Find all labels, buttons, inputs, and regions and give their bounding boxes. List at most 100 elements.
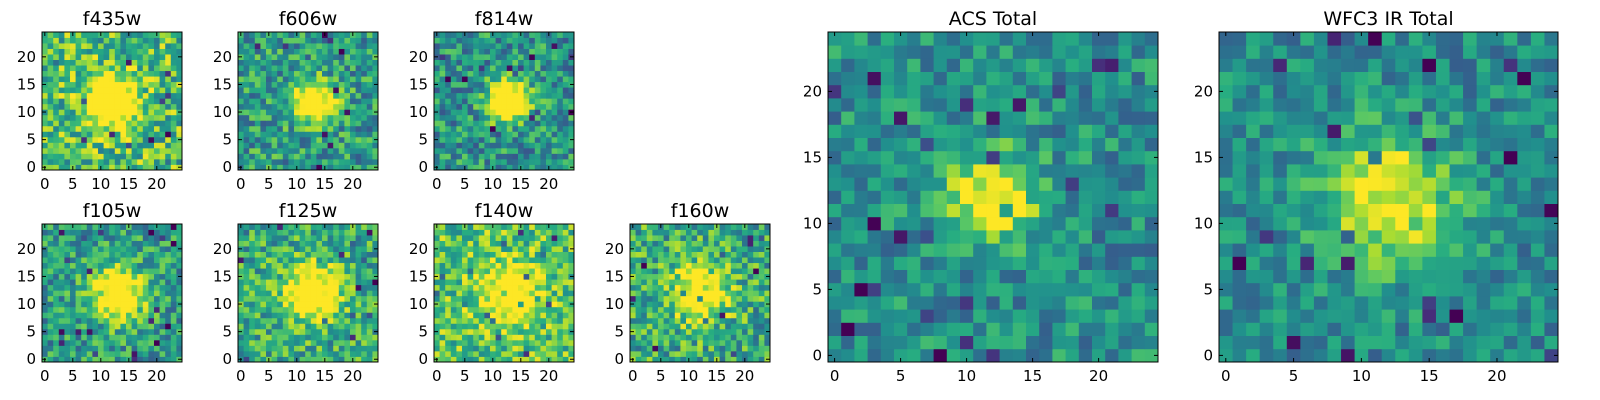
- heatmap-cell: [344, 251, 351, 258]
- heatmap-cell: [316, 301, 323, 308]
- heatmap-cell: [282, 37, 289, 44]
- heatmap-cell: [159, 323, 166, 330]
- heatmap-cell: [361, 246, 368, 252]
- heatmap-cell: [338, 273, 345, 280]
- heatmap-cell: [47, 345, 54, 352]
- heatmap-cell: [103, 334, 110, 341]
- heatmap-cell: [350, 54, 356, 60]
- heatmap-cell: [366, 65, 373, 72]
- heatmap-cell: [529, 125, 536, 132]
- heatmap-cell: [92, 87, 99, 94]
- heatmap-cell: [299, 295, 306, 302]
- heatmap-cell: [282, 273, 289, 280]
- heatmap-cell: [42, 334, 48, 341]
- heatmap-cell: [484, 328, 491, 335]
- heatmap-cell: [254, 229, 261, 236]
- heatmap-cell: [305, 131, 312, 138]
- x-tick-label: 0: [236, 367, 246, 385]
- heatmap-cell: [355, 284, 362, 291]
- heatmap-cell: [540, 109, 547, 116]
- heatmap-cell: [322, 153, 328, 160]
- heatmap-cell: [338, 312, 345, 319]
- heatmap-cell: [506, 279, 513, 286]
- heatmap-cell: [680, 306, 687, 313]
- heatmap-cell: [361, 306, 368, 313]
- heatmap-cell: [310, 59, 317, 66]
- heatmap-cell: [1052, 335, 1066, 350]
- heatmap-cell: [148, 339, 155, 346]
- heatmap-cell: [960, 322, 974, 336]
- heatmap-cell: [973, 282, 987, 297]
- heatmap-cell: [42, 284, 48, 291]
- x-tick-label: 5: [264, 175, 274, 193]
- heatmap-cell: [81, 323, 88, 330]
- heatmap-cell: [467, 120, 474, 127]
- heatmap-cell: [42, 120, 48, 127]
- heatmap-cell: [86, 109, 93, 116]
- heatmap-cell: [473, 328, 480, 335]
- heatmap-cell: [495, 295, 502, 302]
- heatmap-cell: [310, 339, 317, 346]
- heatmap-cell: [540, 76, 547, 83]
- heatmap-cell: [109, 37, 116, 44]
- heatmap-cell: [854, 335, 868, 350]
- heatmap-cell: [697, 328, 704, 335]
- heatmap-cell: [973, 203, 987, 218]
- heatmap-cell: [131, 257, 138, 264]
- heatmap-cell: [841, 203, 855, 218]
- heatmap-cell: [120, 229, 127, 236]
- heatmap-cell: [518, 136, 524, 143]
- heatmap-cell: [450, 48, 457, 55]
- y-tick-label: 15: [605, 267, 624, 285]
- heatmap-cell: [137, 87, 144, 94]
- heatmap-cell: [512, 328, 519, 335]
- heatmap-cell: [310, 142, 317, 149]
- heatmap-cell: [355, 295, 362, 302]
- heatmap-cell: [47, 251, 54, 258]
- heatmap-cell: [450, 246, 457, 252]
- heatmap-cell: [305, 295, 312, 302]
- heatmap-cell: [282, 246, 289, 252]
- heatmap-cell: [327, 114, 334, 121]
- heatmap-cell: [98, 98, 104, 105]
- heatmap-cell: [254, 131, 261, 138]
- heatmap-cell: [75, 81, 82, 88]
- heatmap-cell: [495, 87, 502, 94]
- y-tick-label: 0: [418, 158, 428, 176]
- heatmap-cell: [294, 235, 300, 241]
- heatmap-cell: [473, 131, 480, 138]
- heatmap-cell: [299, 125, 306, 132]
- heatmap-cell: [478, 345, 485, 352]
- heatmap-cell: [490, 142, 496, 149]
- heatmap-cell: [81, 229, 88, 236]
- heatmap-cell: [719, 317, 726, 324]
- heatmap-cell: [310, 334, 317, 341]
- heatmap-cell: [288, 153, 295, 160]
- heatmap-cell: [288, 284, 295, 291]
- heatmap-cell: [501, 65, 508, 72]
- heatmap-cell: [131, 32, 138, 38]
- heatmap-cell: [316, 43, 323, 49]
- heatmap-cell: [338, 290, 345, 297]
- heatmap-cell: [960, 190, 974, 204]
- heatmap-cell: [495, 262, 502, 269]
- heatmap-cell: [450, 268, 457, 275]
- heatmap-cell: [137, 224, 144, 230]
- heatmap-cell: [53, 295, 60, 302]
- heatmap-cell: [652, 251, 659, 258]
- heatmap-cell: [159, 32, 166, 38]
- heatmap-cell: [372, 98, 379, 105]
- heatmap-cell: [523, 70, 530, 77]
- heatmap-cell: [630, 306, 636, 313]
- heatmap-cell: [75, 164, 82, 171]
- heatmap-cell: [551, 98, 558, 105]
- heatmap-cell: [434, 59, 440, 66]
- heatmap-cell: [249, 345, 256, 352]
- heatmap-cell: [742, 306, 748, 313]
- heatmap-cell: [462, 295, 468, 302]
- heatmap-cell: [725, 345, 732, 352]
- heatmap-cell: [1105, 296, 1119, 310]
- heatmap-cell: [64, 295, 71, 302]
- heatmap-cell: [439, 59, 446, 66]
- heatmap-cell: [946, 309, 961, 323]
